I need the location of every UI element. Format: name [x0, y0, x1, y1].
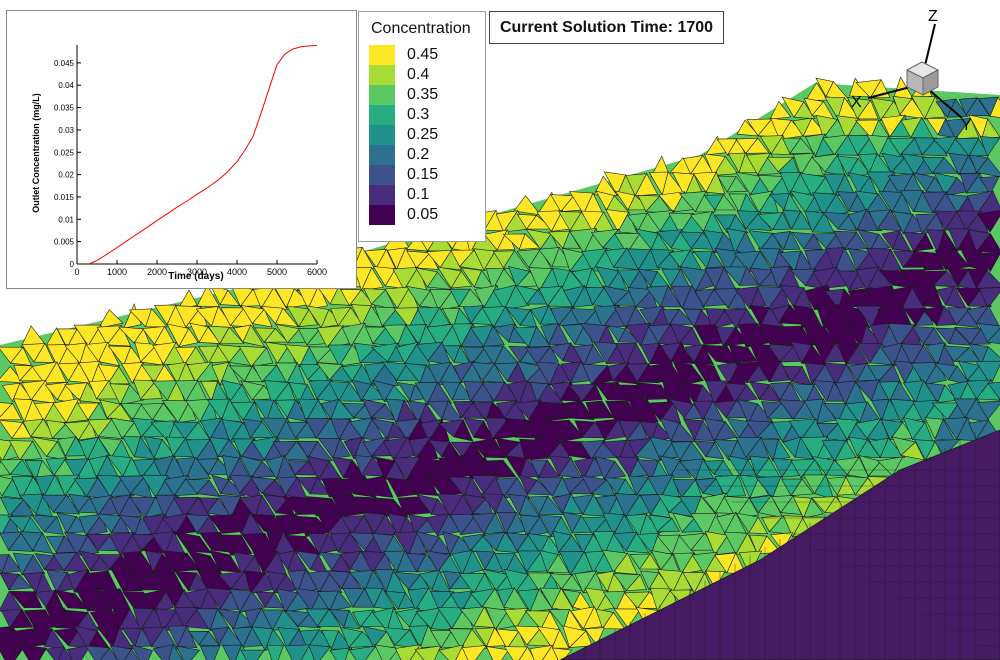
- chart-x-tick-label: 1000: [107, 267, 127, 277]
- legend-swatch: [369, 65, 395, 85]
- chart-x-ticks: 0 1000 2000 3000 4000 5000 6000: [74, 260, 327, 277]
- legend-item: 0.05: [369, 205, 483, 225]
- chart-y-tick-label: 0.025: [54, 148, 75, 157]
- chart-x-tick-label: 6000: [307, 267, 327, 277]
- legend-title: Concentration: [371, 20, 471, 37]
- legend-label: 0.05: [407, 206, 439, 223]
- legend-swatch: [369, 185, 395, 205]
- legend-item: 0.2: [369, 145, 483, 165]
- legend-item: 0.4: [369, 65, 483, 85]
- mesh-faces: [0, 76, 1000, 660]
- chart-y-tick-label: 0.005: [54, 238, 75, 247]
- legend-label: 0.2: [407, 146, 430, 163]
- concentration-legend: Concentration 0.45 0.4 0.35 0.3 0.25 0.2 0.15 0…: [358, 11, 486, 242]
- legend-swatch: [369, 165, 395, 185]
- legend-label: 0.1: [407, 186, 430, 203]
- z-axis-label: Z: [928, 8, 938, 25]
- legend-item: 0.25: [369, 125, 483, 145]
- chart-x-tick-label: 4000: [227, 267, 247, 277]
- chart-y-tick-label: 0.04: [58, 81, 74, 90]
- chart-y-ticks: 0 0.005 0.01 0.015 0.02 0.025 0.03 0.035 0.04 0.0…: [54, 59, 81, 269]
- chart-y-tick-label: 0.035: [54, 104, 75, 113]
- solution-time-label: Current Solution Time: 1700: [489, 11, 724, 44]
- legend-item: 0.1: [369, 185, 483, 205]
- legend-swatch: [369, 105, 395, 125]
- legend-swatch: [369, 205, 395, 225]
- outlet-concentration-chart: 0 1000 2000 3000 4000 5000 6000 0 0.005 0.01 0.01…: [6, 10, 357, 289]
- legend-swatch: [369, 45, 395, 65]
- chart-y-tick-label: 0.03: [58, 126, 74, 135]
- axis-triad[interactable]: Z X Y: [851, 8, 972, 134]
- legend-swatch: [369, 125, 395, 145]
- legend-item: 0.3: [369, 105, 483, 125]
- chart-y-tick-label: 0.045: [54, 59, 75, 68]
- y-axis-label: Y: [961, 117, 972, 134]
- chart-x-tick-label: 2000: [147, 267, 167, 277]
- legend-label: 0.35: [407, 86, 439, 103]
- legend-label: 0.4: [407, 66, 430, 83]
- legend-label: 0.25: [407, 126, 439, 143]
- chart-x-tick-label: 5000: [267, 267, 287, 277]
- legend-swatch: [369, 145, 395, 165]
- chart-axes: [76, 45, 317, 265]
- chart-y-tick-label: 0.01: [58, 215, 74, 224]
- legend-label: 0.15: [407, 166, 439, 183]
- chart-y-tick-label: 0.02: [58, 171, 74, 180]
- chart-x-tick-label: 3000: [187, 267, 207, 277]
- chart-y-tick-label: 0: [70, 260, 75, 269]
- legend-item: 0.15: [369, 165, 483, 185]
- legend-label: 0.45: [407, 46, 439, 63]
- chart-y-tick-label: 0.015: [54, 193, 75, 202]
- chart-x-axis-label: Time (days): [168, 271, 223, 282]
- chart-series-line: [88, 44, 318, 265]
- legend-label: 0.3: [407, 106, 430, 123]
- chart-x-tick-label: 0: [74, 267, 79, 277]
- chart-y-axis-label: Outlet Concentration (mg/L): [31, 93, 41, 213]
- x-axis-label: X: [851, 94, 862, 111]
- legend-swatch: [369, 85, 395, 105]
- mesh-side-wall: [559, 429, 1000, 660]
- legend-item: 0.35: [369, 85, 483, 105]
- triad-cube-right: [922, 69, 939, 96]
- legend-item: 0.45: [369, 45, 483, 65]
